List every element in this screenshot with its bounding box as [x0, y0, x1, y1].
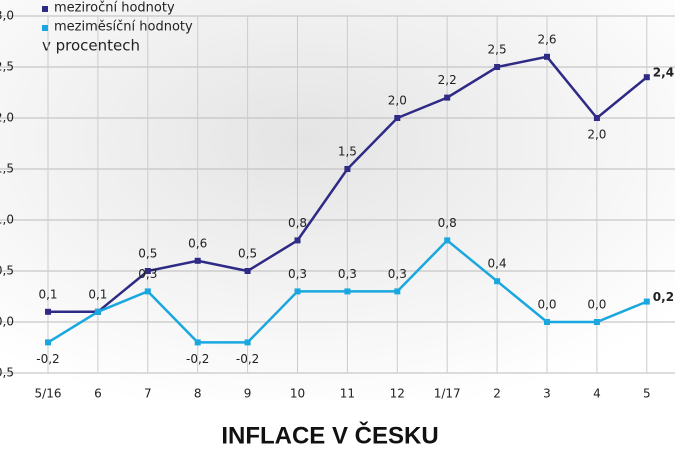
value-label: 0,3 — [388, 267, 407, 281]
value-label: 2,5 — [488, 43, 507, 57]
x-tick-label: 7 — [144, 387, 152, 401]
point-marker — [444, 237, 451, 244]
point-marker — [194, 339, 201, 346]
x-tick-label: 8 — [194, 387, 202, 401]
value-label: 0,0 — [537, 298, 556, 312]
value-label: 0,3 — [338, 267, 357, 281]
point-marker — [45, 308, 51, 315]
x-tick-label: 5 — [643, 387, 651, 401]
point-marker — [444, 94, 451, 101]
point-marker — [643, 74, 650, 81]
subtitle: v procentech — [42, 37, 140, 55]
value-label: 2,0 — [587, 128, 606, 142]
point-marker — [394, 115, 401, 121]
y-tick-label: 1,5 — [0, 162, 14, 176]
value-label: 0,0 — [587, 298, 606, 312]
point-marker — [394, 288, 401, 295]
x-tick-label: 3 — [543, 387, 551, 401]
value-label: -0,2 — [186, 352, 209, 366]
point-marker — [194, 257, 201, 264]
x-tick-label: 9 — [244, 387, 252, 401]
x-tick-label: 2 — [493, 387, 501, 401]
value-label: 2,4 — [653, 66, 674, 80]
value-label: 0,6 — [188, 236, 207, 250]
x-tick-label: 12 — [390, 387, 405, 401]
y-tick-label: 1,0 — [0, 213, 14, 227]
point-marker — [344, 288, 351, 295]
value-label: 0,3 — [288, 267, 307, 281]
point-marker — [94, 308, 101, 315]
y-tick-label: -0,5 — [0, 366, 14, 380]
x-tick-label: 1/17 — [434, 387, 461, 401]
y-tick-label: 3,0 — [0, 9, 14, 23]
value-label: 0,8 — [288, 216, 307, 230]
point-marker — [144, 268, 151, 274]
value-label: 0,4 — [488, 257, 507, 271]
point-marker — [544, 53, 550, 60]
value-label: 0,1 — [38, 287, 57, 301]
x-tick-label: 6 — [94, 387, 102, 401]
x-tick-label: 5/16 — [35, 387, 62, 401]
point-marker — [144, 288, 151, 295]
legend-label: meziroční hodnoty — [54, 1, 175, 16]
value-label: 1,5 — [338, 145, 357, 159]
y-tick-label: 2,5 — [0, 60, 14, 74]
point-marker — [494, 278, 501, 285]
value-label: -0,2 — [36, 352, 59, 366]
value-label: 2,2 — [438, 73, 457, 87]
value-label: 2,6 — [537, 32, 556, 46]
value-label: 2,0 — [388, 94, 407, 108]
point-marker — [593, 115, 600, 121]
value-label: 0,5 — [238, 247, 257, 261]
point-marker — [294, 237, 301, 244]
x-tick-label: 4 — [593, 387, 601, 401]
point-marker — [643, 298, 650, 305]
point-marker — [244, 268, 251, 274]
value-label: 0,3 — [138, 267, 157, 281]
value-label: -0,2 — [236, 352, 259, 366]
legend-swatch — [42, 6, 48, 12]
value-label: 0,1 — [88, 287, 107, 301]
legend-label: meziměsíční hodnoty — [54, 20, 193, 35]
y-tick-label: 0,0 — [0, 315, 14, 329]
value-label: 0,8 — [438, 216, 457, 230]
point-marker — [244, 339, 251, 346]
y-tick-label: 2,0 — [0, 111, 14, 125]
point-marker — [294, 288, 301, 295]
legend-swatch — [42, 25, 48, 31]
point-marker — [344, 166, 351, 172]
background — [0, 0, 675, 400]
point-marker — [544, 319, 550, 325]
x-tick-label: 11 — [340, 387, 355, 401]
point-marker — [494, 64, 501, 70]
y-tick-label: 0,5 — [0, 264, 14, 278]
point-marker — [45, 339, 51, 346]
chart-title: INFLACE V ČESKU — [221, 421, 438, 449]
x-tick-label: 10 — [290, 387, 305, 401]
value-label: 0,2 — [653, 290, 674, 304]
point-marker — [593, 319, 600, 325]
value-label: 0,5 — [138, 247, 157, 261]
